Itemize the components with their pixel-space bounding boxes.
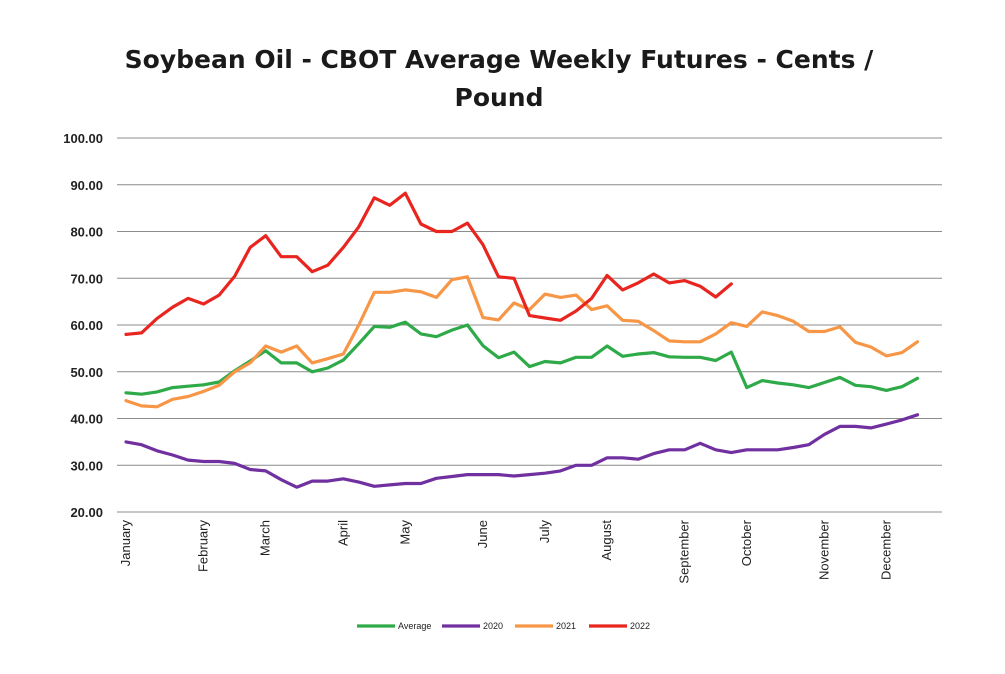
x-tick-label: September: [677, 519, 692, 583]
y-tick-label: 90.00: [70, 178, 103, 193]
y-tick-label: 20.00: [70, 505, 103, 520]
x-tick-label: June: [475, 520, 490, 548]
legend-label: 2020: [483, 621, 503, 631]
x-tick-label: August: [599, 520, 614, 561]
y-tick-label: 40.00: [70, 412, 103, 427]
y-tick-label: 50.00: [70, 365, 103, 380]
series-line-2021: [124, 275, 920, 409]
legend: Average 2020 2021 2022: [357, 621, 650, 631]
y-tick-label: 80.00: [70, 225, 103, 240]
x-tick-label: May: [397, 520, 412, 545]
x-tick-label: July: [537, 520, 552, 544]
gridlines: [117, 137, 942, 513]
x-axis-ticks: January February March April May June July Augu…: [118, 519, 893, 583]
legend-label: 2022: [630, 621, 650, 631]
y-axis-ticks: 20.00 30.00 40.00 50.00 60.00 70.00 80.00 90.00…: [63, 131, 103, 520]
legend-label: Average: [398, 621, 431, 631]
x-tick-label: January: [118, 520, 133, 567]
x-tick-label: April: [335, 520, 350, 546]
series-line-average: [124, 320, 920, 396]
y-tick-label: 70.00: [70, 271, 103, 286]
y-tick-label: 60.00: [70, 318, 103, 333]
plot-area: [124, 191, 920, 489]
x-tick-label: March: [258, 520, 273, 556]
x-tick-label: November: [816, 519, 831, 580]
y-tick-label: 30.00: [70, 458, 103, 473]
x-tick-label: December: [878, 519, 893, 580]
series-line-2020: [124, 413, 920, 489]
y-tick-label: 100.00: [63, 131, 103, 146]
x-tick-label: October: [739, 519, 754, 566]
x-tick-label: February: [196, 520, 211, 573]
legend-label: 2021: [556, 621, 576, 631]
chart-title-line-1: Soybean Oil - CBOT Average Weekly Future…: [125, 45, 875, 74]
series-line-2022: [124, 191, 733, 336]
chart-title-line-2: Pound: [455, 83, 544, 112]
